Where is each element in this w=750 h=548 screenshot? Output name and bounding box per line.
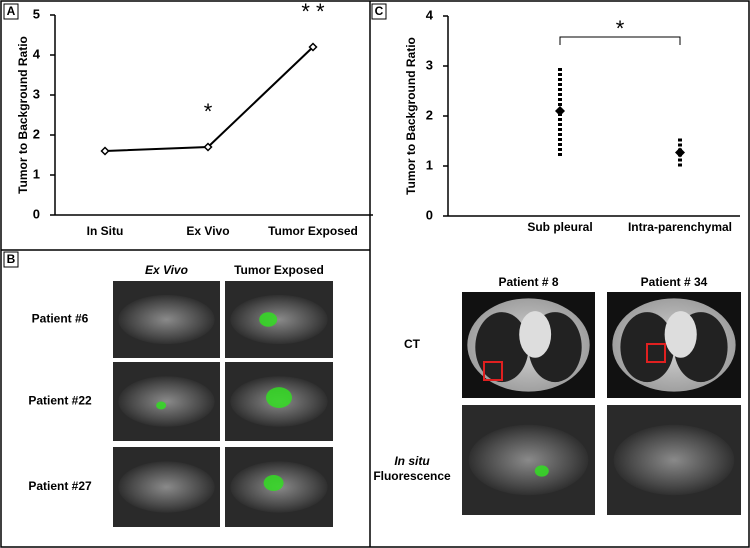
photo xyxy=(462,405,595,515)
marker xyxy=(675,147,685,158)
y-tick-label: 3 xyxy=(426,57,433,72)
panel-letter-box xyxy=(371,3,387,20)
photo xyxy=(225,447,333,527)
tissue xyxy=(468,424,589,496)
tissue xyxy=(118,461,215,513)
y-tick-label: 1 xyxy=(33,166,40,181)
y-tick-label: 0 xyxy=(33,206,40,221)
tissue xyxy=(118,294,215,345)
marker xyxy=(308,42,318,52)
marker xyxy=(555,106,565,116)
x-tick-label: Intra-parenchymal xyxy=(628,220,732,234)
x-tick-label: In Situ xyxy=(87,224,124,238)
photo xyxy=(113,447,220,527)
x-tick-label: Sub pleural xyxy=(527,220,592,234)
row-label: Patient #22 xyxy=(28,394,92,408)
heart xyxy=(664,311,697,358)
photo xyxy=(225,362,333,441)
panel-letter-box xyxy=(3,3,19,20)
panel-letter: A xyxy=(7,4,16,18)
column-header: Tumor Exposed xyxy=(234,263,324,277)
photo xyxy=(113,362,220,441)
photo xyxy=(113,281,220,358)
y-tick-label: 2 xyxy=(33,126,40,141)
panel-letter: B xyxy=(7,252,16,266)
y-axis-label: Tumor to Background Ratio xyxy=(16,36,30,194)
y-tick-label: 5 xyxy=(33,6,40,21)
panel-letter-box xyxy=(3,251,19,268)
lung xyxy=(475,312,529,383)
lesion-box xyxy=(483,361,503,381)
fluorescence xyxy=(156,401,167,410)
marker xyxy=(100,146,110,156)
heart xyxy=(519,311,552,358)
column-header: Patient # 8 xyxy=(498,275,558,289)
y-tick-label: 2 xyxy=(426,107,433,122)
significance: * xyxy=(616,16,625,41)
marker xyxy=(203,142,213,152)
photo xyxy=(607,405,741,515)
panel-letter: C xyxy=(375,4,384,18)
row-label: Patient #27 xyxy=(28,479,92,493)
fluorescence xyxy=(259,312,278,327)
row-label: CT xyxy=(404,337,421,351)
row-label: In situ xyxy=(394,454,430,468)
row-label: Fluorescence xyxy=(373,469,451,483)
column-header: Ex Vivo xyxy=(145,263,188,277)
x-tick-label: Tumor Exposed xyxy=(268,224,358,238)
ct-scan xyxy=(462,292,595,398)
y-axis-label: Tumor to Background Ratio xyxy=(404,37,418,195)
tissue xyxy=(118,376,215,427)
photo xyxy=(225,281,333,358)
y-tick-label: 1 xyxy=(426,157,433,172)
x-tick-label: Ex Vivo xyxy=(186,224,229,238)
y-tick-label: 4 xyxy=(426,7,434,22)
bracket xyxy=(559,36,681,45)
lesion-box xyxy=(646,343,666,363)
significance: * * xyxy=(301,0,325,24)
y-tick-label: 4 xyxy=(33,46,41,61)
ct-scan xyxy=(607,292,741,398)
column-header: Patient # 34 xyxy=(641,275,708,289)
fluorescence xyxy=(263,475,284,491)
fluorescence xyxy=(266,387,292,408)
fluorescence xyxy=(534,465,549,477)
y-tick-label: 0 xyxy=(426,207,433,222)
tissue xyxy=(230,294,328,345)
tissue xyxy=(613,424,735,496)
significance: * xyxy=(204,99,213,124)
row-label: Patient #6 xyxy=(32,312,89,326)
y-tick-label: 3 xyxy=(33,86,40,101)
